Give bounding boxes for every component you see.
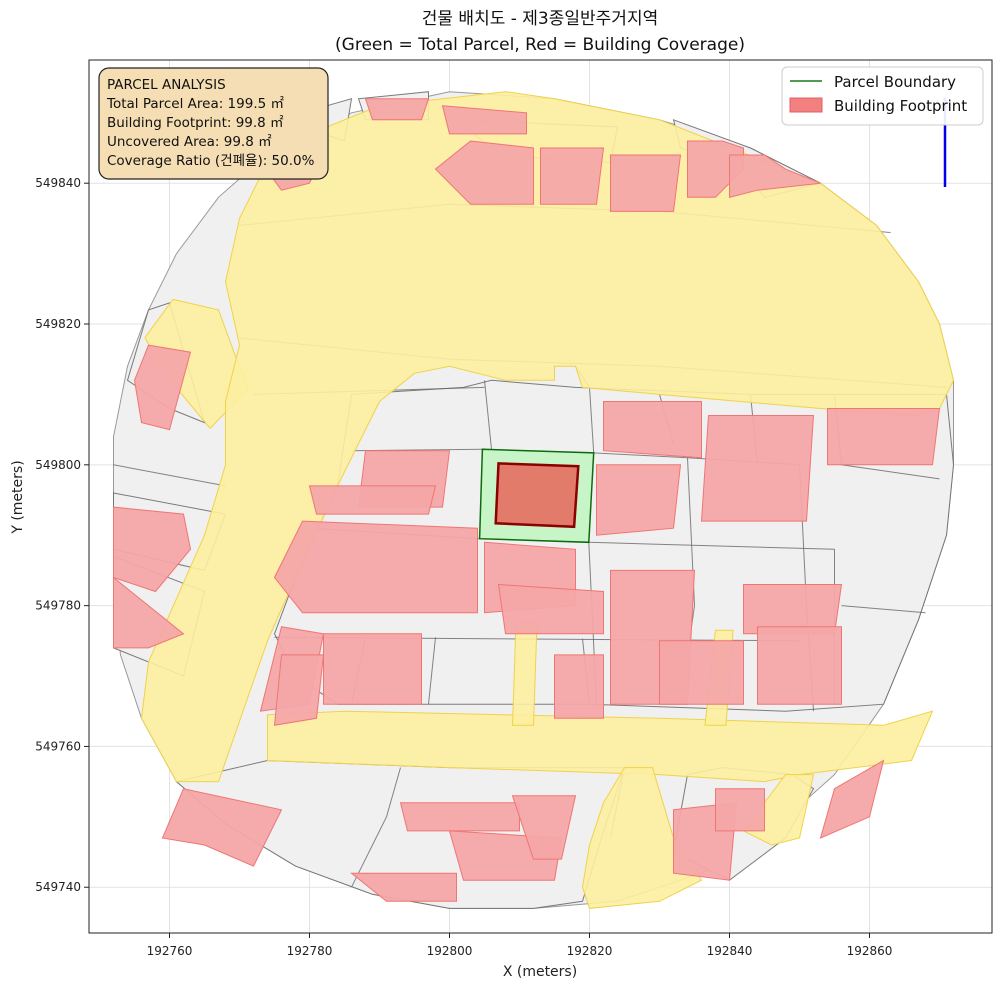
- legend-building-patch-icon: [789, 97, 823, 113]
- y-tick-label: 549740: [35, 880, 81, 894]
- info-line-total-area: Total Parcel Area: 199.5 ㎡: [106, 96, 284, 112]
- x-tick-label: 192840: [707, 944, 753, 958]
- info-line-footprint: Building Footprint: 99.8 ㎡: [107, 115, 284, 131]
- building-footprint: [399, 802, 520, 832]
- building-footprint: [715, 788, 765, 832]
- building-footprint: [133, 344, 192, 431]
- x-tick-label: 192860: [847, 944, 893, 958]
- plot-frame: [88, 59, 993, 934]
- y-tick-label: 549760: [35, 739, 81, 753]
- y-tick-label: 549840: [35, 176, 81, 190]
- building-footprint: [273, 520, 478, 614]
- y-tick-label: 549800: [35, 458, 81, 472]
- y-axis-ticks: 549740 549760 549780 549800 549820 549840: [35, 176, 89, 894]
- building-footprint: [729, 154, 821, 198]
- buildings-layer: [113, 98, 941, 902]
- lot-line: [428, 637, 436, 705]
- y-axis-label: Y (meters): [10, 460, 26, 534]
- x-tick-label: 192760: [147, 944, 193, 958]
- target-building-footprint: [494, 462, 580, 529]
- building-footprint: [323, 633, 422, 705]
- info-box-background: [98, 67, 329, 180]
- road-polygon: [267, 710, 934, 783]
- lot-line: [484, 380, 492, 450]
- building-footprint: [554, 654, 604, 719]
- chart-title-line2: (Green = Total Parcel, Red = Building Co…: [335, 35, 745, 55]
- building-footprint: [441, 105, 527, 135]
- building-footprint: [511, 795, 577, 860]
- chart-title-line1: 건물 배치도 - 제3종일반주거지역: [422, 9, 658, 29]
- roads-layer: [140, 91, 955, 909]
- building-footprint: [603, 401, 702, 459]
- legend-parcel-label: Parcel Boundary: [834, 73, 956, 91]
- legend: Parcel Boundary Building Footprint: [781, 66, 984, 126]
- info-line-heading: PARCEL ANALYSIS: [107, 77, 226, 93]
- building-footprint: [540, 147, 605, 205]
- building-footprint: [434, 140, 534, 205]
- building-footprint: [700, 415, 815, 522]
- building-footprint: [497, 583, 604, 635]
- building-footprint: [273, 654, 325, 726]
- building-footprint: [827, 408, 941, 466]
- building-footprint: [596, 464, 682, 536]
- legend-frame: [781, 66, 984, 126]
- y-tick-label: 549780: [35, 599, 81, 613]
- lot-line: [589, 387, 595, 453]
- info-line-uncovered: Uncovered Area: 99.8 ㎡: [107, 134, 272, 150]
- legend-building-label: Building Footprint: [834, 97, 967, 115]
- building-footprint: [113, 506, 192, 593]
- y-tick-label: 549820: [35, 317, 81, 331]
- lot-line: [588, 541, 835, 550]
- info-line-coverage: Coverage Ratio (건폐율): 50.0%: [107, 153, 315, 169]
- building-footprint: [350, 872, 457, 902]
- info-box: PARCEL ANALYSIS Total Parcel Area: 199.5…: [98, 67, 329, 180]
- building-footprint: [161, 788, 283, 867]
- building-footprint: [308, 485, 437, 515]
- lot-line: [113, 464, 226, 487]
- building-footprint: [757, 626, 842, 705]
- building-footprint: [113, 576, 185, 649]
- x-tick-label: 192820: [567, 944, 613, 958]
- road-polygon: [511, 622, 538, 726]
- x-axis-label: X (meters): [503, 964, 577, 980]
- road-polygon: [581, 767, 703, 909]
- lot-line: [841, 605, 926, 614]
- building-footprint: [610, 154, 682, 212]
- x-axis-ticks: 192760 192780 192800 192820 192840 192860: [147, 933, 893, 958]
- road-polygon: [140, 91, 955, 783]
- lot-line: [351, 767, 401, 888]
- building-footprint: [364, 98, 430, 121]
- building-footprint: [659, 640, 744, 705]
- x-tick-label: 192780: [287, 944, 333, 958]
- x-tick-label: 192800: [427, 944, 473, 958]
- building-footprint: [819, 759, 885, 839]
